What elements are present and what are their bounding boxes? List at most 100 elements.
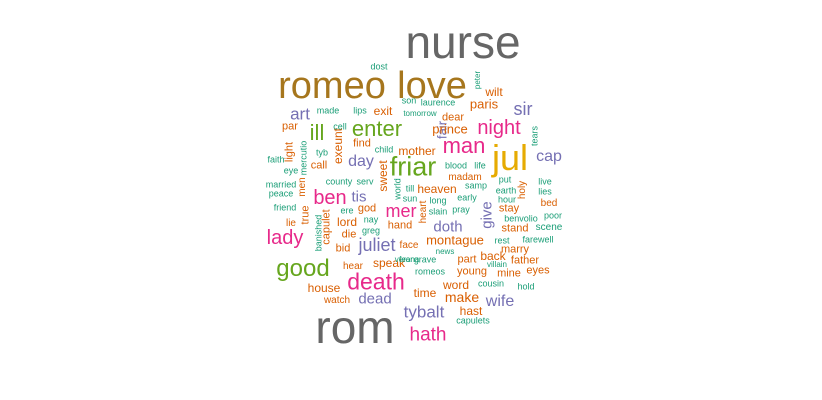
cloud-word-bid: bid (335, 242, 351, 255)
cloud-word-time: time (413, 286, 437, 300)
cloud-word-child: child (374, 144, 394, 155)
cloud-word-father: father (510, 254, 540, 267)
cloud-word-lie: lie (285, 218, 297, 229)
cloud-word-blood: blood (444, 160, 468, 171)
cloud-word-prince: prince (432, 121, 468, 137)
cloud-word-wilt: wilt (485, 85, 503, 99)
cloud-word-hour: hour (497, 194, 517, 205)
cloud-word-house: house (307, 281, 341, 295)
cloud-word-good: good (276, 255, 330, 282)
cloud-word-ere: ere (340, 205, 354, 216)
cloud-word-peter: peter (473, 70, 482, 90)
cloud-word-marry: marry (500, 243, 530, 256)
cloud-word-sweet: sweet (376, 160, 390, 192)
cloud-word-dead: dead (358, 290, 392, 308)
cloud-word-faith: faith (267, 154, 285, 165)
cloud-word-man: man (442, 133, 486, 158)
cloud-word-slain: slain (428, 206, 448, 217)
cloud-word-earth: earth (495, 185, 517, 196)
cloud-word-hold: hold (517, 281, 535, 292)
cloud-word-die: die (341, 228, 357, 241)
cloud-word-rest: rest (494, 235, 510, 246)
cloud-word-poor: poor (543, 210, 563, 221)
cloud-word-rom: rom (315, 301, 395, 353)
cloud-word-county: county (325, 176, 353, 187)
cloud-word-hand: hand (387, 219, 413, 232)
cloud-word-light: light (283, 141, 296, 163)
cloud-word-make: make (444, 289, 480, 305)
cloud-word-find: find (353, 137, 371, 150)
cloud-word-pray: pray (452, 204, 470, 215)
cloud-word-exeunt: exeunt (331, 127, 345, 165)
cloud-word-sun: sun (402, 193, 418, 204)
cloud-word-grave: grave (413, 254, 437, 265)
cloud-word-eyes: eyes (526, 264, 550, 277)
cloud-word-lips: lips (353, 105, 367, 116)
cloud-word-romeo: romeo (278, 65, 386, 107)
cloud-word-doth: doth (433, 218, 463, 236)
cloud-word-fear: fear (399, 255, 413, 264)
cloud-word-ill: ill (309, 120, 325, 145)
cloud-word-world: world (392, 178, 403, 200)
cloud-word-hath: hath (409, 324, 447, 346)
cloud-word-early: early (457, 192, 477, 203)
cloud-word-long: long (429, 195, 447, 206)
cloud-word-stay: stay (498, 202, 520, 215)
cloud-word-love: love (397, 65, 467, 107)
cloud-word-married: married (265, 179, 297, 190)
cloud-word-tyb: tyb (315, 147, 329, 158)
cloud-word-news: news (435, 247, 455, 256)
cloud-word-life: life (474, 160, 486, 171)
cloud-word-face: face (399, 240, 419, 251)
cloud-word-nay: nay (363, 214, 379, 225)
cloud-word-greg: greg (361, 225, 381, 236)
cloud-word-mother: mother (398, 144, 436, 158)
cloud-word-capulets: capulets (456, 315, 490, 326)
cloud-word-word: word (442, 278, 470, 292)
cloud-word-till: till (405, 183, 415, 194)
cloud-word-cap: cap (536, 148, 562, 165)
cloud-word-serv: serv (356, 176, 374, 187)
cloud-word-hast: hast (459, 304, 483, 318)
cloud-word-cousin: cousin (477, 278, 505, 289)
cloud-word-watch: watch (323, 295, 351, 306)
cloud-word-par: par (282, 120, 298, 133)
cloud-word-lady: lady (266, 227, 304, 249)
cloud-word-samp: samp (464, 180, 488, 191)
cloud-word-lies: lies (538, 186, 552, 197)
cloud-word-mine: mine (497, 267, 521, 280)
cloud-word-benvolio: benvolio (504, 213, 538, 224)
cloud-word-exit: exit (373, 104, 393, 118)
cloud-word-true: true (299, 205, 312, 225)
cloud-word-back: back (480, 249, 506, 263)
cloud-word-tomorrow: tomorrow (403, 109, 437, 118)
cloud-word-holy: holy (517, 180, 528, 200)
cloud-word-tis: tis (351, 188, 367, 206)
cloud-word-eye: eye (283, 165, 299, 176)
cloud-word-scene: scene (535, 222, 563, 233)
cloud-word-day: day (348, 153, 374, 170)
cloud-word-young: young (457, 265, 487, 278)
cloud-word-villain: villain (486, 260, 508, 269)
cloud-word-mercutio: mercutio (298, 140, 309, 176)
cloud-word-speak: speak (372, 256, 406, 270)
cloud-word-enter: enter (351, 116, 403, 141)
cloud-word-death: death (347, 268, 405, 295)
cloud-word-cell: cell (333, 121, 347, 132)
cloud-word-mer: mer (385, 201, 417, 221)
cloud-word-son: son (401, 95, 417, 106)
cloud-word-banished: banished (313, 214, 324, 252)
cloud-word-live: live (538, 176, 552, 187)
cloud-word-montague: montague (426, 232, 484, 248)
cloud-word-bed: bed (540, 198, 558, 209)
cloud-word-art: art (290, 104, 310, 124)
cloud-word-tybalt: tybalt (403, 302, 445, 322)
cloud-word-call: call (310, 159, 328, 172)
cloud-word-madam: madam (448, 172, 482, 183)
cloud-word-men: men (297, 177, 308, 197)
cloud-word-romeos: romeos (414, 266, 446, 277)
cloud-word-night: night (477, 117, 521, 139)
cloud-word-tears: tears (529, 125, 540, 147)
cloud-word-jul: jul (491, 137, 529, 178)
